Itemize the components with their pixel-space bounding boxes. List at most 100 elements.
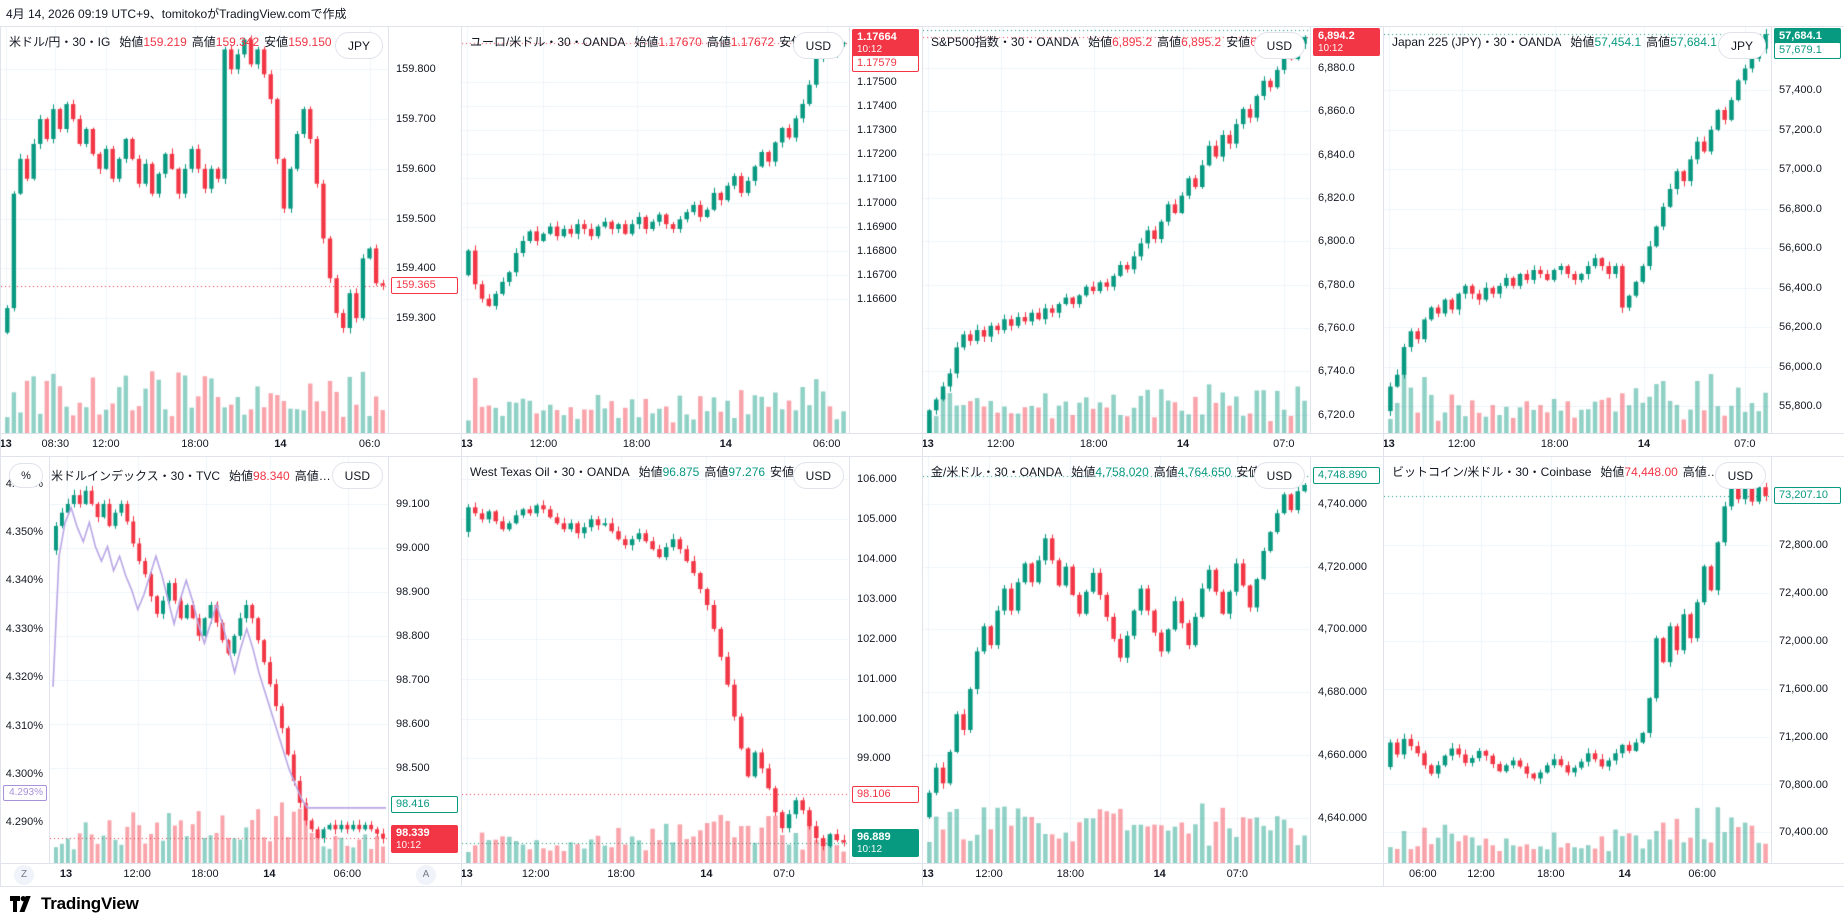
price-tick: 70,400.00 <box>1779 826 1828 839</box>
price-tick: 106.000 <box>857 473 897 486</box>
price-axis[interactable]: 6,880.0 6,860.0 6,840.0 6,820.0 6,800.0 6,780… <box>1310 27 1383 434</box>
price-tick: 1.16900 <box>857 220 897 233</box>
price-axis[interactable]: 99.100 99.000 98.900 98.800 98.700 98.600 98.5… <box>388 457 461 864</box>
time-axis[interactable]: 13 12:00 18:00 14 07:0 <box>923 433 1383 456</box>
time-tick: 06:00 <box>1688 868 1716 880</box>
chart-legend: S&P500指数・30・OANDA 始値6,895.2高値6,895.2安値6,… <box>931 33 1302 50</box>
price-tick: 56,000.0 <box>1779 360 1822 373</box>
bar-countdown: 10:12 <box>857 843 883 855</box>
time-tick: 14 <box>1618 868 1631 880</box>
time-tick: 13 <box>923 868 934 880</box>
price-tick: 56,400.0 <box>1779 281 1822 294</box>
price-label-outline: 73,207.10 <box>1774 487 1841 505</box>
price-axis[interactable]: 57,400.0 57,200.0 57,000.0 56,800.0 56,600.0… <box>1771 27 1844 434</box>
ohlc-label: 高値… <box>294 469 331 483</box>
ohlc-value: 98.340 <box>253 469 290 483</box>
price-tick: 101.000 <box>857 672 897 685</box>
chart-plot[interactable] <box>462 27 850 435</box>
chart-pane-btcusd: ビットコイン/米ドル・30・Coinbase 始値74,448.00 高値… US… <box>1384 457 1844 887</box>
chart-plot[interactable] <box>923 27 1311 435</box>
chart-plot[interactable] <box>1 27 389 435</box>
ohlc-value: 159.219 <box>143 35 187 49</box>
time-axis[interactable]: 13 12:00 18:00 14 06:00 <box>462 433 922 456</box>
price-label-box: 1.17664 10:12 <box>852 28 919 57</box>
a-corner-button[interactable]: A <box>416 865 436 885</box>
time-tick: 06:0 <box>358 438 381 450</box>
chart-plot[interactable] <box>923 457 1311 865</box>
price-label-box: 6,894.2 10:12 <box>1313 28 1380 56</box>
price-axis[interactable]: 72,800.00 72,400.00 72,000.00 71,600.00 71,2… <box>1771 457 1844 864</box>
ohlc-value: 96.875 <box>662 465 700 479</box>
price-tick: 6,760.0 <box>1318 321 1355 334</box>
left-price-axis[interactable]: 4.360%4.350%4.340%4.330%4.320%4.310%4.30… <box>1 457 50 864</box>
ohlc-values: 始値159.219高値159.342安値159.150終値… <box>114 33 372 50</box>
price-tick: 6,820.0 <box>1318 191 1355 204</box>
time-axis[interactable]: 13 12:00 18:00 14 07:0 <box>462 863 922 886</box>
chart-plot[interactable] <box>50 457 389 865</box>
time-tick: 07:0 <box>773 868 795 880</box>
price-tick: 56,200.0 <box>1779 321 1822 334</box>
symbol-title: ユーロ/米ドル・30・OANDA <box>470 35 626 49</box>
current-price-label: 6,894.2 <box>1318 30 1355 42</box>
chart-plot[interactable] <box>1384 27 1772 435</box>
price-tick: 4,660.000 <box>1318 749 1367 762</box>
price-axis[interactable]: 159.800 159.700 159.600 159.500 159.400 159.3… <box>388 27 461 434</box>
ohlc-value: 159.342 <box>215 35 260 49</box>
ohlc-label: 高値 <box>706 35 731 49</box>
time-tick: 12:00 <box>123 868 151 880</box>
price-axis[interactable]: 1.17500 1.17400 1.17300 1.17200 1.17100 1.170… <box>849 27 922 434</box>
chart-pane-spx500: S&P500指数・30・OANDA 始値6,895.2高値6,895.2安値6,… <box>923 27 1384 457</box>
price-tick: 159.500 <box>396 212 436 225</box>
price-tick: 6,880.0 <box>1318 61 1355 74</box>
ohlc-value: 97.276 <box>728 465 766 479</box>
currency-toggle-button[interactable]: JPY <box>1717 32 1766 59</box>
footer: TradingView <box>0 887 1844 920</box>
currency-toggle-button[interactable]: USD <box>1714 462 1766 489</box>
price-tick: 56,600.0 <box>1779 242 1822 255</box>
currency-toggle-button[interactable]: USD <box>792 32 844 59</box>
time-axis[interactable]: 13 12:00 18:00 14 06:00 Z A <box>1 863 461 886</box>
tradingview-logo[interactable]: TradingView <box>10 894 139 914</box>
price-axis[interactable]: 106.000 105.000 104.000 103.000 102.000 101.0… <box>849 457 922 864</box>
chart-pane-wti: West Texas Oil・30・OANDA 始値96.875 高値97.276… <box>462 457 923 887</box>
time-tick: 14 <box>719 438 732 450</box>
time-axis[interactable]: 13 12:00 18:00 14 07:0 <box>923 863 1383 886</box>
price-label-box: 96.889 10:12 <box>852 828 919 857</box>
price-tick: 102.000 <box>857 632 897 645</box>
price-label-outline: 159.365 <box>391 277 458 295</box>
currency-toggle-button[interactable]: USD <box>1253 462 1305 489</box>
price-label-box: 98.339 10:12 <box>391 824 458 853</box>
currency-toggle-button[interactable]: USD <box>792 462 844 489</box>
time-axis[interactable]: 06:00 12:00 18:00 14 06:00 <box>1384 863 1844 886</box>
time-tick: 18:00 <box>1079 438 1108 450</box>
price-label-outline: 4,748.890 <box>1313 467 1380 485</box>
time-tick: 12:00 <box>1467 868 1495 880</box>
price-tick: 1.17500 <box>857 76 897 89</box>
percent-scale-button[interactable]: % <box>9 463 43 488</box>
attribution-text: 4月 14, 2026 09:19 UTC+9、tomitokoがTrading… <box>6 6 347 21</box>
currency-toggle-button[interactable]: USD <box>331 462 383 489</box>
time-axis[interactable]: 13 08:30 12:00 18:00 14 06:0 <box>1 433 461 456</box>
percent-tick: 4.340% <box>5 574 43 587</box>
price-tick: 4,700.000 <box>1318 623 1367 636</box>
ohlc-value: 6,895.2 <box>1112 35 1153 49</box>
currency-toggle-button[interactable]: USD <box>1253 32 1305 59</box>
price-axis[interactable]: 4,740.000 4,720.000 4,700.000 4,680.000 4,66… <box>1310 457 1383 864</box>
time-tick: 13 <box>59 868 73 880</box>
chart-plot[interactable] <box>1384 457 1772 865</box>
time-tick: 14 <box>1153 868 1166 880</box>
price-tick: 56,800.0 <box>1779 202 1822 215</box>
time-tick: 18:00 <box>1540 438 1569 450</box>
time-axis[interactable]: 13 12:00 18:00 14 07:0 <box>1384 433 1844 456</box>
currency-toggle-button[interactable]: JPY <box>334 32 383 59</box>
ohlc-label: 安値 <box>770 465 795 479</box>
z-corner-button[interactable]: Z <box>14 865 34 885</box>
ohlc-label: 始値 <box>1570 35 1595 49</box>
time-tick: 06:00 <box>1409 868 1437 880</box>
time-tick: 13 <box>462 868 473 880</box>
price-tick: 55,800.0 <box>1779 400 1822 413</box>
time-tick: 12:00 <box>986 438 1015 450</box>
ohlc-values: 始値1.17670高値1.17672安値… <box>629 33 815 50</box>
chart-plot[interactable] <box>462 457 850 865</box>
